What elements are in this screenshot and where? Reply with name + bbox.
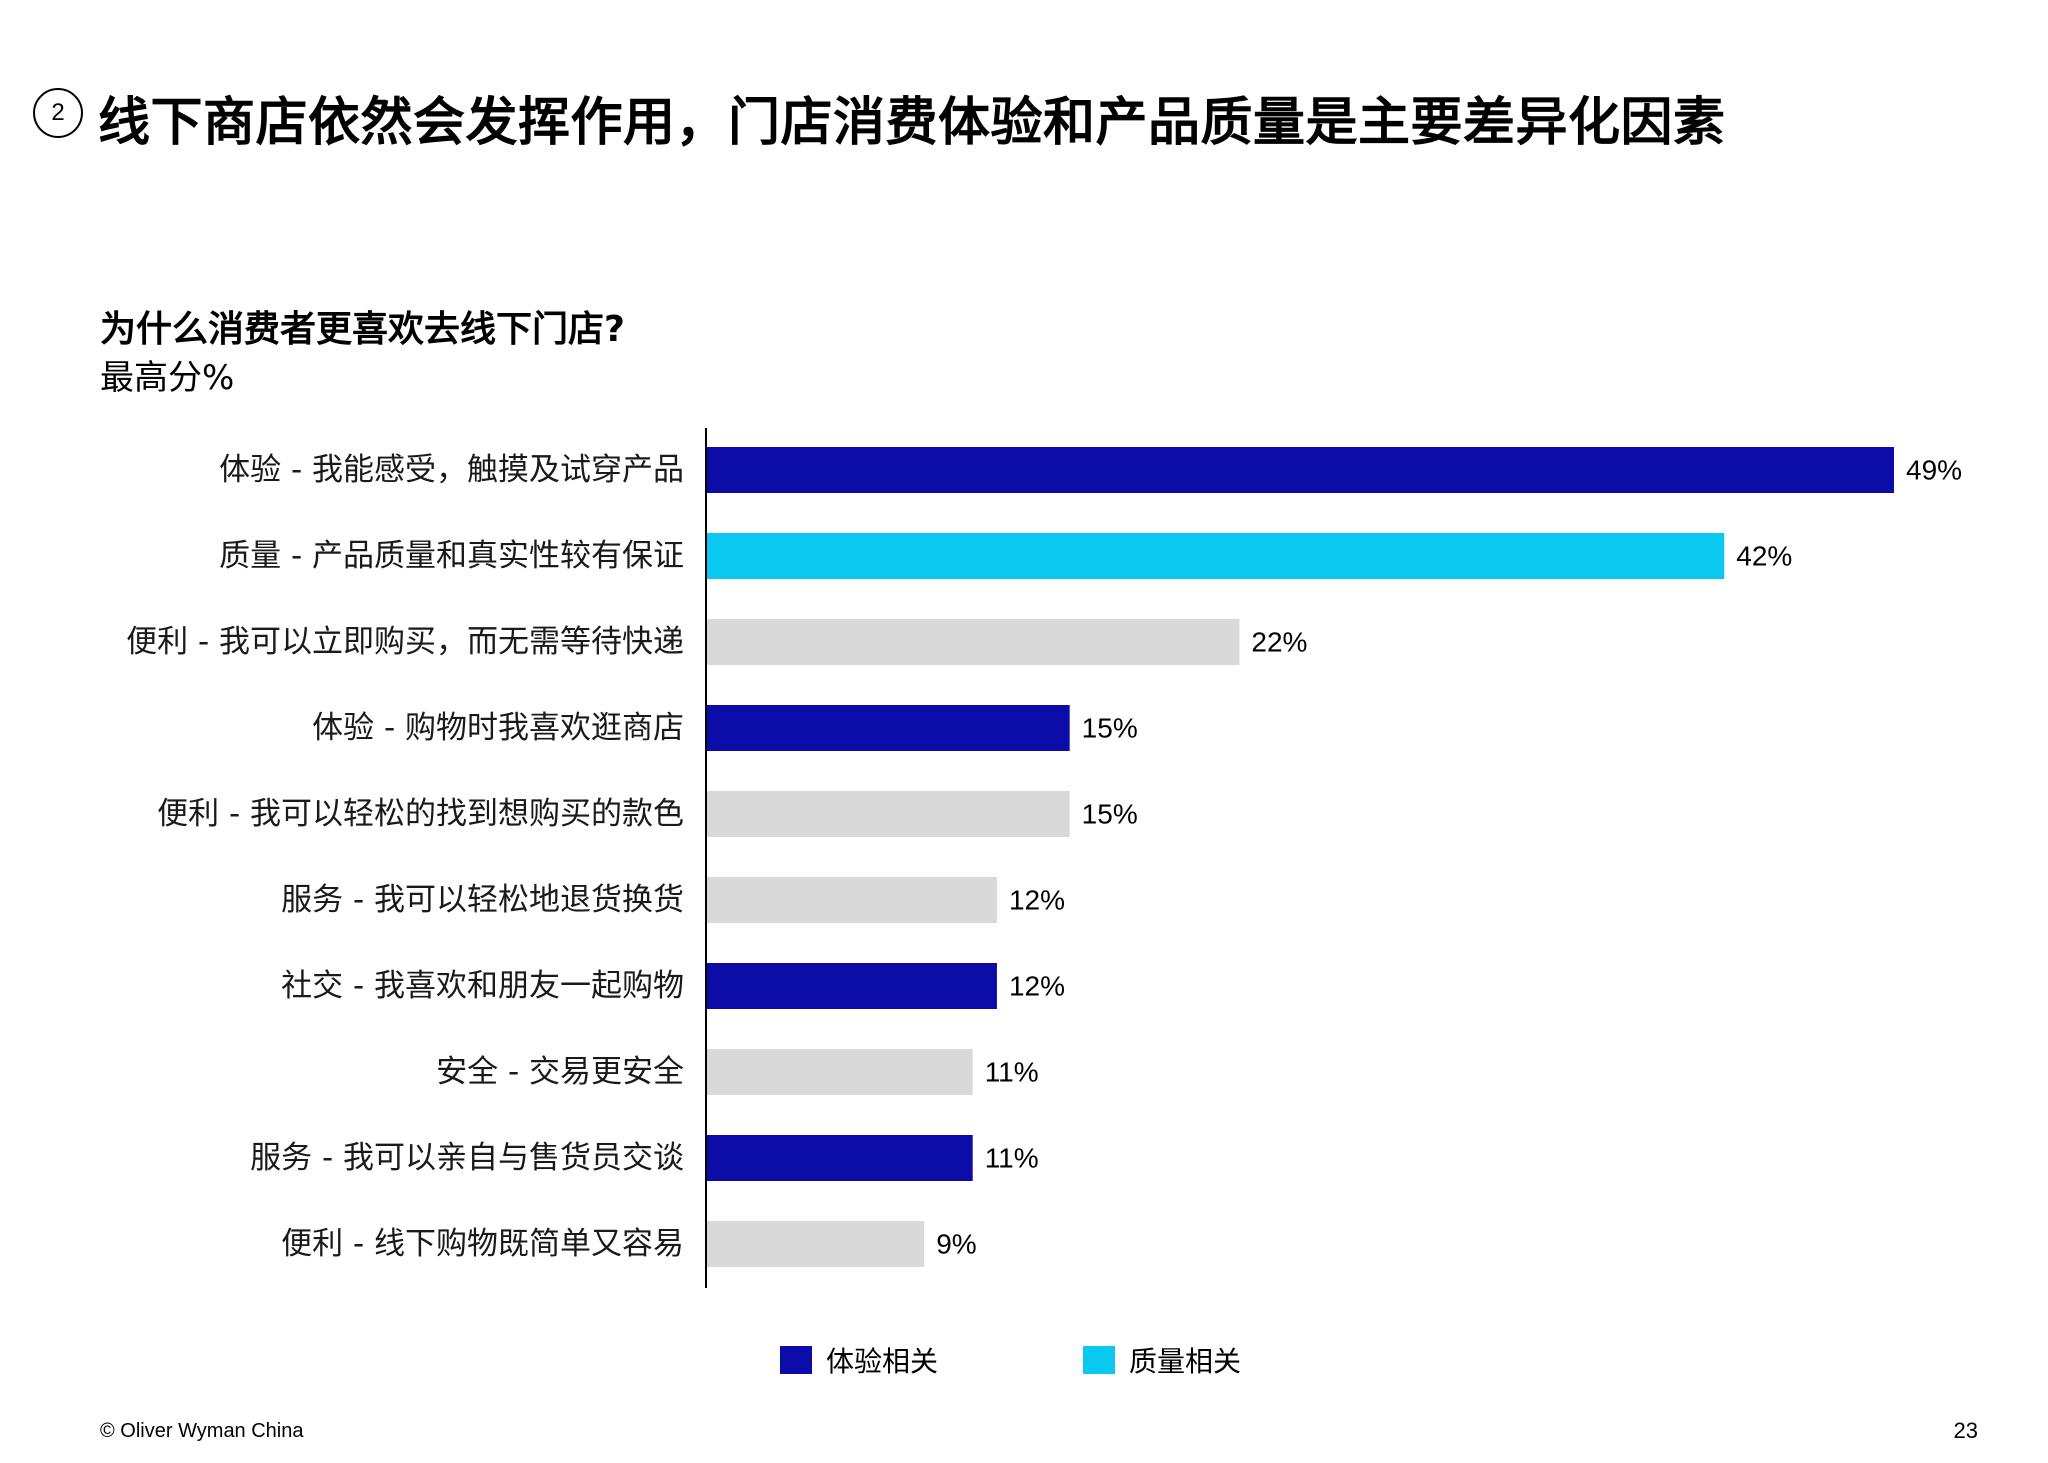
page-title: 线下商店依然会发挥作用，门店消费体验和产品质量是主要差异化因素 xyxy=(98,93,1726,153)
bar xyxy=(706,963,997,1009)
data-label: 15% xyxy=(1082,713,1138,744)
legend-item-quality: 质量相关 xyxy=(1083,1340,1241,1380)
data-label: 49% xyxy=(1906,455,1962,486)
category-label: 服务 - 我可以轻松地退货换货 xyxy=(281,882,684,918)
chart-subtitle: 最高分% xyxy=(100,358,235,398)
bar xyxy=(706,447,1894,493)
category-label: 体验 - 购物时我喜欢逛商店 xyxy=(312,710,684,746)
category-label: 安全 - 交易更安全 xyxy=(436,1054,684,1090)
bar xyxy=(706,705,1070,751)
legend-label-quality: 质量相关 xyxy=(1129,1345,1242,1378)
category-label: 便利 - 我可以轻松的找到想购买的款色 xyxy=(157,796,684,832)
data-label: 42% xyxy=(1736,541,1792,572)
data-label: 15% xyxy=(1082,799,1138,830)
data-label: 22% xyxy=(1251,627,1307,658)
legend-item-experience: 体验相关 xyxy=(780,1340,938,1380)
bar xyxy=(706,791,1070,837)
legend-swatch-quality xyxy=(1083,1346,1115,1374)
bar xyxy=(706,619,1240,665)
footer-source: © Oliver Wyman China xyxy=(100,1420,304,1442)
data-label: 11% xyxy=(985,1057,1039,1088)
category-label: 质量 - 产品质量和真实性较有保证 xyxy=(219,538,684,574)
bar-chart: 体验 - 我能感受，触摸及试穿产品 49% 质量 - 产品质量和真实性较有保证 42%… xyxy=(126,428,1962,1288)
category-label: 便利 - 线下购物既简单又容易 xyxy=(281,1226,684,1262)
data-label: 12% xyxy=(1009,885,1065,916)
category-label: 体验 - 我能感受，触摸及试穿产品 xyxy=(219,452,684,488)
bar xyxy=(706,1049,973,1095)
legend-swatch-experience xyxy=(780,1346,812,1374)
data-label: 12% xyxy=(1009,971,1065,1002)
bar xyxy=(706,877,997,923)
data-label: 9% xyxy=(936,1229,976,1260)
bar xyxy=(706,1221,925,1267)
chart-title: 为什么消费者更喜欢去线下门店? xyxy=(100,309,625,350)
category-label: 服务 - 我可以亲自与售货员交谈 xyxy=(250,1140,684,1176)
page-number: 23 xyxy=(1953,1418,1978,1443)
legend-label-experience: 体验相关 xyxy=(826,1345,939,1378)
section-number-badge: 2 xyxy=(33,88,83,138)
bar xyxy=(706,533,1725,579)
bar xyxy=(706,1135,973,1181)
category-label: 社交 - 我喜欢和朋友一起购物 xyxy=(281,968,684,1004)
category-label: 便利 - 我可以立即购买，而无需等待快递 xyxy=(126,624,684,660)
data-label: 11% xyxy=(985,1143,1039,1174)
